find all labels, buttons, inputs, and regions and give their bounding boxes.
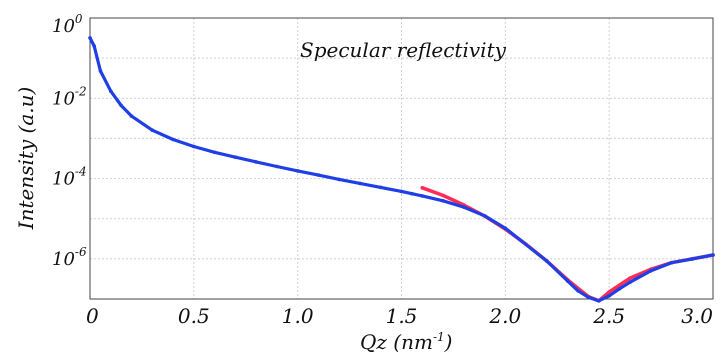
series-1-point-33 (648, 269, 653, 273)
y-tick-label-2: 10-4 (52, 165, 87, 190)
x-tick-label-5: 2.5 (592, 304, 625, 328)
series-0-point-10 (607, 290, 611, 294)
y-tick-exp-2: -4 (75, 165, 87, 179)
y-tick-label-0: 100 (52, 12, 83, 37)
series-1-point-15 (337, 177, 342, 182)
series-1-point-12 (275, 164, 279, 169)
series-1-point-11 (254, 160, 258, 164)
series-1-point-2 (98, 69, 103, 73)
y-axis-title: Intensity (a.u) (14, 87, 38, 231)
series-0-point-11 (628, 276, 632, 281)
series-1-point-22 (462, 205, 466, 209)
series-1-point-29 (597, 299, 601, 303)
series-line-1 (88, 36, 715, 303)
series-1-point-21 (441, 199, 445, 203)
y-tick-exp-3: -6 (75, 245, 87, 259)
series-0-point-1 (441, 193, 445, 198)
series-1-point-4 (119, 103, 123, 108)
x-tick-label-1: 0.5 (178, 304, 210, 328)
chart-annotation: Specular reflectivity (300, 38, 507, 62)
plot-frame (89, 17, 714, 300)
y-tick-label-1: 10-2 (52, 84, 87, 109)
series-1-point-6 (150, 128, 155, 132)
y-tick-exp-1: -2 (75, 84, 87, 98)
x-axis-title: Qz (nm-1) (360, 330, 452, 354)
y-tick-base-1: 10 (52, 88, 75, 109)
x-axis-title-main: Qz (nm (360, 330, 433, 354)
series-1-point-27 (576, 289, 580, 293)
series-1-point-25 (545, 259, 549, 263)
series-1-point-35 (690, 257, 694, 261)
series-1-point-9 (212, 150, 217, 155)
series-1-point-19 (410, 191, 414, 196)
series-1-point-5 (129, 114, 134, 118)
series-1-point-14 (316, 173, 321, 177)
series-1-point-7 (171, 137, 175, 142)
x-axis-title-sup: -1 (433, 330, 445, 344)
series-1-point-31 (617, 287, 622, 291)
series-1-point-3 (109, 89, 113, 93)
series-layer (88, 36, 715, 303)
series-0-point-0 (420, 186, 425, 190)
series-1-point-30 (607, 294, 611, 298)
series-1-point-1 (92, 44, 96, 48)
x-tick-labels: 0 0.5 1.0 1.5 2.0 2.5 3.0 (86, 304, 713, 328)
y-tick-base-2: 10 (52, 169, 75, 190)
x-axis-title-end: ) (444, 330, 453, 354)
series-1-point-20 (420, 194, 425, 198)
series-1-point-34 (669, 260, 674, 265)
x-tick-label-3: 1.5 (386, 304, 418, 328)
x-tick-label-2: 1.0 (282, 304, 314, 328)
series-1-point-17 (378, 185, 383, 190)
x-tick-label-4: 2.0 (488, 304, 521, 328)
y-tick-label-3: 10-6 (52, 245, 87, 270)
series-1-point-10 (233, 155, 238, 159)
x-tick-label-0: 0 (86, 304, 99, 328)
series-1-point-28 (586, 295, 591, 300)
series-1-point-8 (192, 144, 196, 149)
series-1-point-36 (711, 253, 715, 257)
series-line-0 (420, 186, 715, 303)
series-1-point-24 (503, 226, 508, 230)
y-tick-base-3: 10 (52, 249, 75, 270)
series-1-point-23 (482, 214, 487, 218)
series-1-point-18 (399, 189, 404, 194)
y-tick-base-0: 10 (52, 16, 75, 37)
series-1-point-0 (88, 36, 92, 40)
series-1-point-16 (358, 181, 362, 186)
y-tick-exp-0: 0 (75, 12, 83, 26)
x-tick-label-6: 3.0 (681, 304, 713, 328)
series-1-point-32 (628, 280, 632, 285)
series-1-point-26 (565, 279, 570, 283)
series-1-point-13 (295, 169, 300, 173)
